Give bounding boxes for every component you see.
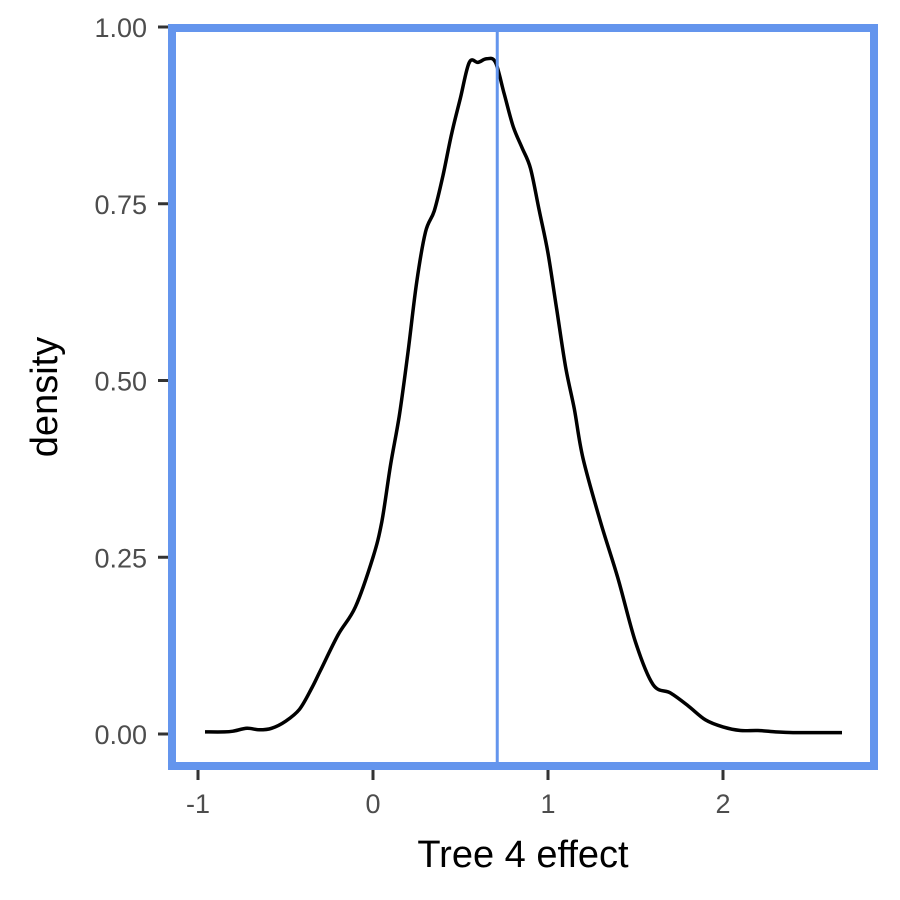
- plot-area: [204, 28, 842, 766]
- y-tick-label: 0.50: [94, 367, 147, 397]
- y-axis: 0.00 0.25 0.50 0.75 1.00: [94, 13, 168, 750]
- panel-border: [168, 24, 878, 770]
- y-tick-label: 0.75: [94, 190, 147, 220]
- y-tick-label: 0.00: [94, 720, 147, 750]
- density-curve: [204, 56, 842, 735]
- x-tick-label: 1: [540, 789, 555, 819]
- y-axis-title: density: [24, 337, 66, 457]
- x-tick-label: 0: [365, 789, 380, 819]
- x-axis-title: Tree 4 effect: [417, 834, 629, 876]
- y-tick-label: 1.00: [94, 13, 147, 43]
- x-tick-label: -1: [186, 789, 210, 819]
- y-tick-label: 0.25: [94, 543, 147, 573]
- x-tick-label: 2: [715, 789, 730, 819]
- x-axis: -1 0 1 2: [186, 770, 731, 819]
